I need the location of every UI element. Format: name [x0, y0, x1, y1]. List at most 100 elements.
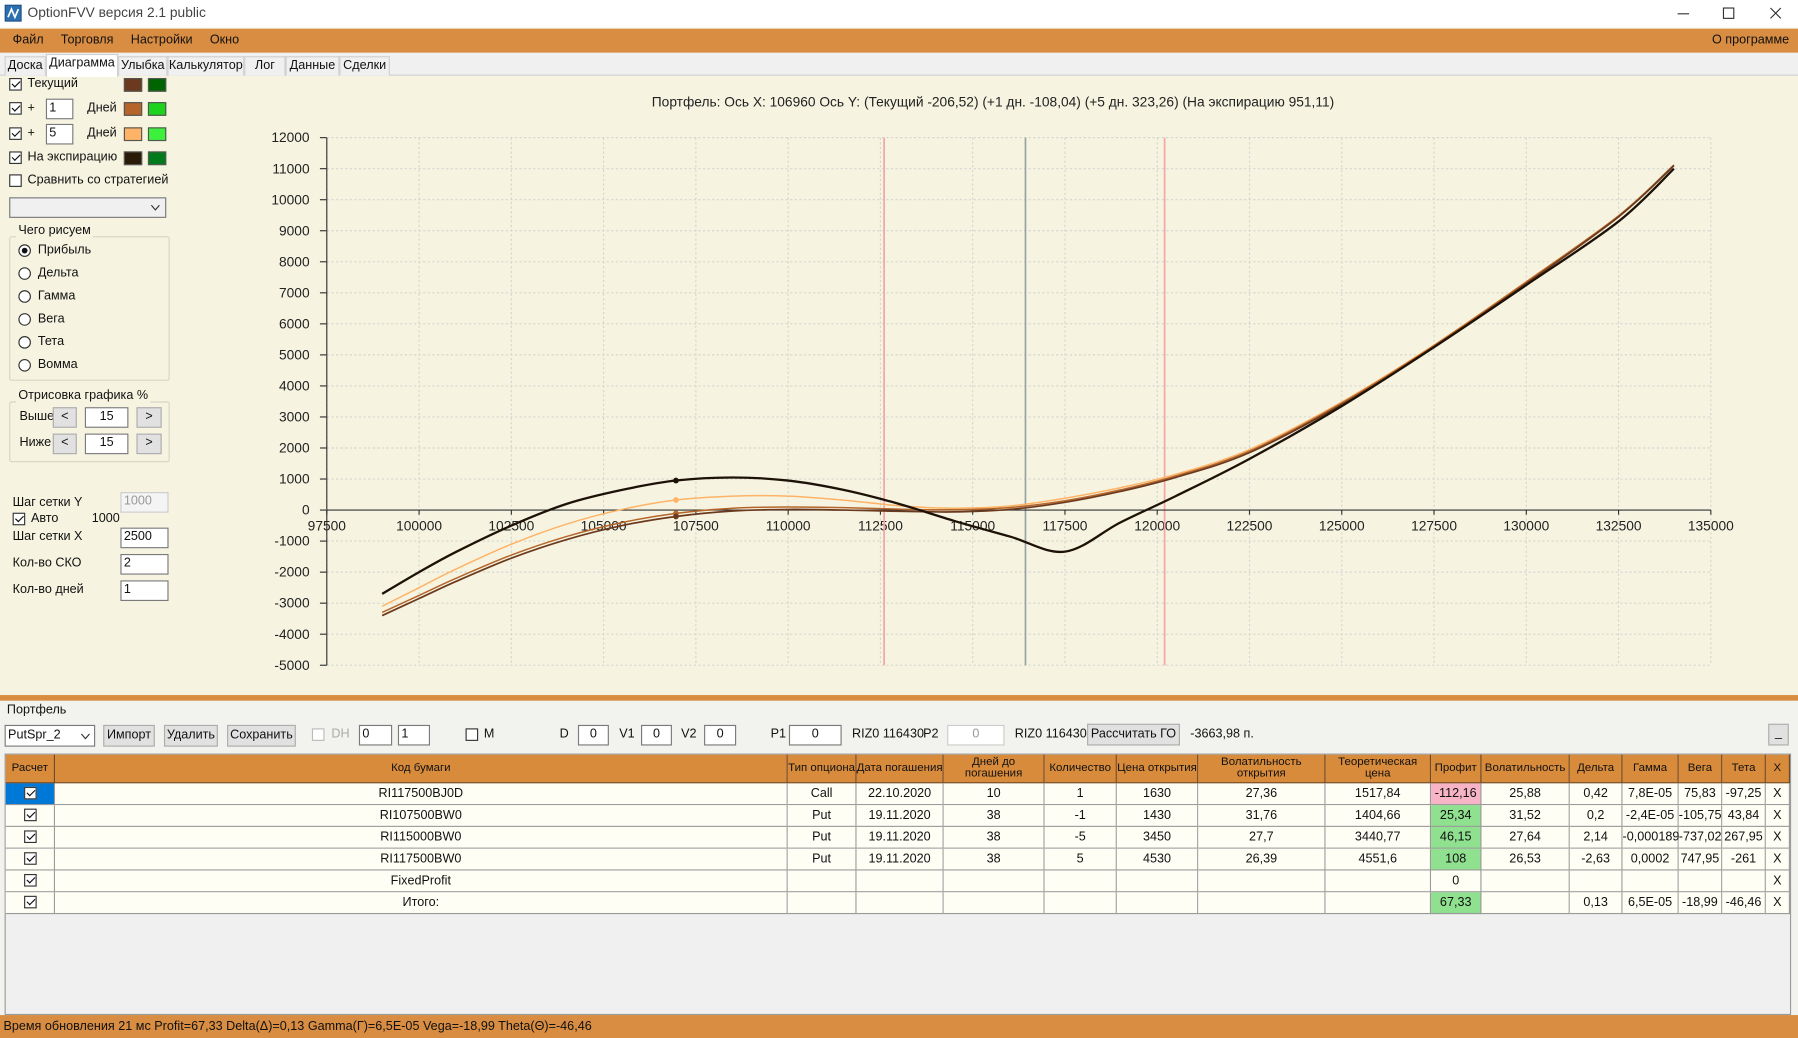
checkbox[interactable] [24, 873, 37, 887]
checkbox[interactable] [9, 102, 22, 115]
remove-button[interactable]: X [1765, 848, 1790, 871]
menu-item[interactable]: Файл [12, 33, 44, 48]
radio-label: Прибыль [37, 243, 92, 257]
color-swatch[interactable] [123, 77, 143, 92]
color-swatch[interactable] [123, 127, 143, 142]
button[interactable]: Импорт [103, 724, 155, 747]
margin-value: -3663,98 п. [1190, 727, 1254, 741]
table-cell [856, 892, 944, 915]
radio[interactable] [18, 267, 31, 280]
tab[interactable]: Калькулятор [167, 56, 245, 76]
color-swatch[interactable] [123, 151, 143, 166]
menu-item[interactable]: Окно [209, 33, 240, 48]
days-input[interactable]: 1 [45, 98, 74, 120]
tab[interactable]: Доска [4, 56, 46, 76]
color-swatch[interactable] [147, 102, 167, 116]
field-input[interactable]: 0 [577, 724, 609, 746]
table-cell: Put [787, 848, 857, 871]
compare-label: Сравнить со стратегией [27, 173, 169, 187]
window-controls[interactable] [1663, 2, 1795, 25]
button[interactable]: Удалить [163, 724, 218, 747]
column-header: Тип опциона [787, 754, 857, 784]
checkbox[interactable] [24, 830, 37, 844]
radio[interactable] [18, 336, 31, 349]
field-input[interactable]: 0 [788, 724, 842, 746]
button[interactable]: Сохранить [227, 724, 296, 747]
field-input[interactable]: 0 [704, 724, 737, 746]
color-swatch[interactable] [123, 102, 143, 116]
radio[interactable] [18, 244, 31, 257]
remove-button[interactable]: X [1765, 826, 1790, 849]
button[interactable]: < [52, 407, 77, 428]
remove-button[interactable]: X [1765, 805, 1790, 827]
setting-input[interactable]: 2500 [120, 527, 169, 549]
color-swatch[interactable] [147, 151, 167, 166]
table-cell [1569, 870, 1623, 893]
remove-button[interactable]: X [1765, 870, 1790, 893]
y-tick-label: 9000 [279, 223, 310, 238]
table-cell: 0,2 [1569, 805, 1623, 827]
checkbox[interactable] [24, 895, 37, 909]
table-cell: RI117500BJ0D [55, 783, 788, 806]
color-swatch[interactable] [147, 127, 167, 142]
button[interactable]: Рассчитать ГО [1087, 723, 1180, 746]
range-input[interactable]: 15 [84, 407, 129, 428]
checkbox[interactable] [9, 151, 22, 165]
checkbox[interactable] [24, 786, 37, 800]
button[interactable]: > [136, 407, 162, 428]
remove-button[interactable]: X [1765, 783, 1790, 806]
tab[interactable]: Улыбка [118, 56, 168, 76]
tab-strip [0, 52, 1798, 76]
button[interactable]: _ [1768, 723, 1789, 746]
table-cell [1044, 892, 1117, 915]
table-cell: 1404,66 [1325, 805, 1432, 827]
menu-item[interactable]: Торговля [60, 33, 114, 48]
setting-input[interactable]: 1000 [120, 492, 169, 513]
button[interactable]: < [52, 433, 77, 455]
radio[interactable] [18, 290, 31, 303]
table-cell: Итого: [55, 892, 788, 915]
checkbox[interactable] [465, 728, 479, 741]
setting-input[interactable]: 1 [120, 580, 169, 602]
menu-item[interactable]: Настройки [130, 33, 193, 48]
menu-about[interactable]: О программе [1711, 33, 1790, 48]
checkbox[interactable] [24, 808, 37, 822]
y-tick-label: 0 [302, 503, 310, 518]
field-label: D [559, 727, 569, 741]
tab[interactable]: Лог [244, 56, 286, 76]
portfolio-combo[interactable]: PutSpr_2 [4, 724, 96, 747]
spin-input[interactable]: 0 [358, 724, 393, 746]
field-input[interactable]: 0 [947, 724, 1005, 746]
column-header: Волатильность [1481, 754, 1570, 784]
strategy-combo[interactable] [9, 197, 167, 218]
setting-input[interactable]: 2 [120, 553, 169, 575]
checkbox[interactable] [9, 127, 22, 140]
radio-label: Вега [37, 311, 65, 326]
table-cell: 4551,6 [1325, 848, 1432, 871]
checkbox[interactable] [12, 512, 26, 526]
tab[interactable]: Данные [285, 56, 340, 76]
checkbox[interactable] [9, 77, 22, 91]
auto-label: Авто [30, 511, 59, 526]
splitter [0, 695, 1798, 701]
radio[interactable] [18, 358, 31, 372]
table-cell: 31,76 [1198, 805, 1326, 827]
button[interactable]: > [136, 433, 162, 455]
table-cell: 43,84 [1722, 805, 1766, 827]
table-cell: RI107500BW0 [55, 805, 788, 827]
checkbox[interactable] [9, 174, 22, 187]
table-cell: -1 [1044, 805, 1117, 827]
spin-input[interactable]: 1 [397, 724, 431, 746]
days-input[interactable]: 5 [45, 123, 74, 145]
field-input[interactable]: 0 [640, 724, 672, 746]
table-cell: 108 [1431, 848, 1482, 871]
range-input[interactable]: 15 [84, 433, 129, 455]
table-cell: 4530 [1116, 848, 1199, 871]
radio[interactable] [18, 313, 31, 326]
color-swatch[interactable] [147, 77, 167, 92]
tab[interactable]: Сделки [339, 56, 390, 76]
remove-button[interactable]: X [1765, 892, 1790, 915]
tab[interactable]: Диаграмма [45, 53, 119, 77]
checkbox[interactable] [24, 852, 37, 865]
checkbox[interactable] [311, 728, 325, 741]
